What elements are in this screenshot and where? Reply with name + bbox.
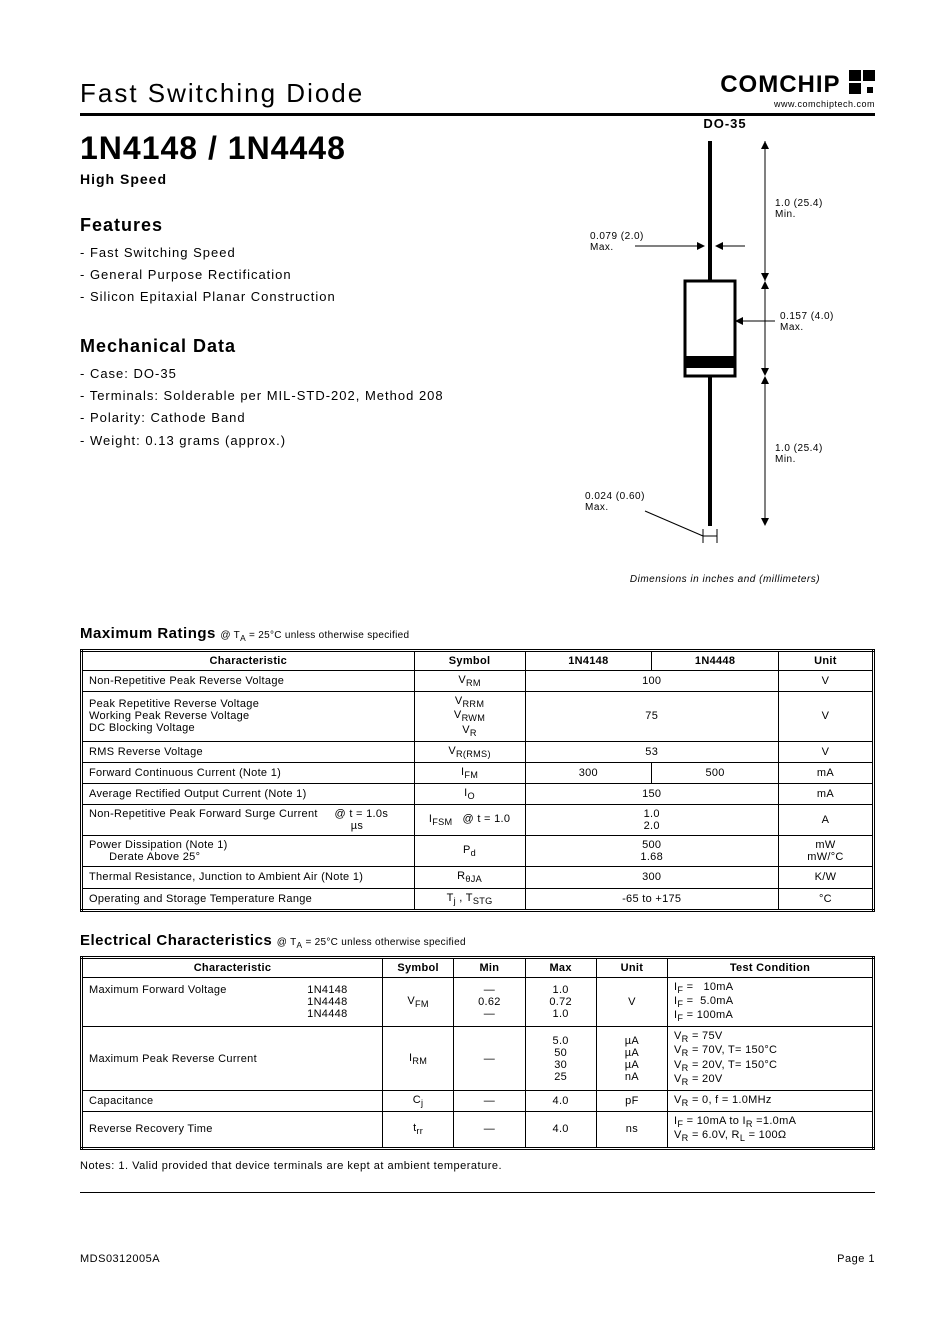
features-list: - Fast Switching Speed- General Purpose …: [80, 242, 555, 308]
package-drawing: DO-35 1.0 (25.4)Min.: [575, 116, 875, 585]
elec-condition: @ TA = 25°C unless otherwise specified: [277, 937, 466, 948]
dim-body-len: 0.024 (0.60)Max.: [585, 491, 645, 513]
datasheet-page: Fast Switching Diode COMCHIP www.comchip…: [0, 0, 945, 1295]
col-1n4148: 1N4148: [525, 651, 652, 671]
feature-item: - General Purpose Rectification: [80, 264, 555, 286]
dim-lead-top: 1.0 (25.4)Min.: [775, 198, 823, 220]
footer-separator: [80, 1192, 875, 1193]
table-row: RMS Reverse VoltageVR(RMS)53V: [82, 741, 874, 762]
mechanical-heading: Mechanical Data: [80, 336, 555, 357]
footer: MDS0312005A Page 1: [80, 1253, 875, 1265]
dim-lead-bot: 1.0 (25.4)Min.: [775, 443, 823, 465]
brand-logo-icon: [849, 70, 875, 99]
part-subtitle: High Speed: [80, 171, 555, 187]
ecol-test-condition: Test Condition: [668, 957, 874, 977]
max-ratings-table: Characteristic Symbol 1N4148 1N4448 Unit…: [80, 649, 875, 912]
notes: Notes: 1. Valid provided that device ter…: [80, 1160, 875, 1172]
part-number: 1N4148 / 1N4448: [80, 130, 555, 167]
table-row: Reverse Recovery Timetrr—4.0nsIF = 10mA …: [82, 1112, 874, 1148]
package-label: DO-35: [575, 116, 875, 131]
table-row: CapacitanceCj—4.0pFVR = 0, f = 1.0MHz: [82, 1091, 874, 1112]
feature-item: - Fast Switching Speed: [80, 242, 555, 264]
max-ratings-title: Maximum Ratings: [80, 625, 216, 642]
brand-url: www.comchiptech.com: [720, 99, 875, 109]
col-characteristic: Characteristic: [82, 651, 415, 671]
category-title: Fast Switching Diode: [80, 78, 364, 109]
brand-name: COMCHIP: [720, 71, 840, 99]
col-unit: Unit: [778, 651, 873, 671]
table-row: Average Rectified Output Current (Note 1…: [82, 784, 874, 805]
elec-char-table: Characteristic Symbol Min Max Unit Test …: [80, 956, 875, 1150]
max-ratings-condition: @ TA = 25°C unless otherwise specified: [220, 630, 409, 641]
mechanical-item: - Terminals: Solderable per MIL-STD-202,…: [80, 385, 555, 407]
table-row: Forward Continuous Current (Note 1)IFM30…: [82, 762, 874, 783]
brand-block: COMCHIP www.comchiptech.com: [720, 70, 875, 109]
ecol-symbol: Symbol: [382, 957, 453, 977]
mechanical-item: - Weight: 0.13 grams (approx.): [80, 430, 555, 452]
ecol-characteristic: Characteristic: [82, 957, 383, 977]
header: Fast Switching Diode COMCHIP www.comchip…: [80, 70, 875, 116]
left-column: 1N4148 / 1N4448 High Speed Features - Fa…: [80, 116, 555, 452]
page-number: Page 1: [837, 1253, 875, 1265]
col-1n4448: 1N4448: [652, 651, 779, 671]
table-row: Thermal Resistance, Junction to Ambient …: [82, 867, 874, 888]
table-row: Maximum Peak Reverse CurrentIRM—5.050302…: [82, 1027, 874, 1091]
features-heading: Features: [80, 215, 555, 236]
table-row: Non-Repetitive Peak Reverse VoltageVRM10…: [82, 671, 874, 692]
ecol-max: Max: [525, 957, 596, 977]
table-row: Peak Repetitive Reverse VoltageWorking P…: [82, 692, 874, 742]
title-and-package: 1N4148 / 1N4448 High Speed Features - Fa…: [80, 116, 875, 585]
mechanical-list: - Case: DO-35- Terminals: Solderable per…: [80, 363, 555, 451]
table-row: Non-Repetitive Peak Forward Surge Curren…: [82, 805, 874, 836]
ecol-min: Min: [454, 957, 525, 977]
table-row: Power Dissipation (Note 1) Derate Above …: [82, 836, 874, 867]
col-symbol: Symbol: [414, 651, 525, 671]
dim-lead-dia: 0.079 (2.0)Max.: [590, 231, 644, 253]
dim-body-dia: 0.157 (4.0)Max.: [780, 311, 834, 333]
table-row: Maximum Forward Voltage 1N4148 1N4448 1N…: [82, 977, 874, 1027]
feature-item: - Silicon Epitaxial Planar Construction: [80, 286, 555, 308]
ecol-unit: Unit: [596, 957, 667, 977]
elec-title: Electrical Characteristics: [80, 932, 272, 949]
dimension-note: Dimensions in inches and (millimeters): [575, 574, 875, 585]
mechanical-item: - Case: DO-35: [80, 363, 555, 385]
doc-code: MDS0312005A: [80, 1253, 160, 1265]
package-outline-icon: 1.0 (25.4)Min. 0.079 (2.0)Max. 0.157 (4.…: [575, 131, 875, 561]
mechanical-item: - Polarity: Cathode Band: [80, 407, 555, 429]
elec-char-section: Electrical Characteristics @ TA = 25°C u…: [80, 932, 875, 1150]
max-ratings-section: Maximum Ratings @ TA = 25°C unless other…: [80, 625, 875, 912]
table-row: Operating and Storage Temperature RangeT…: [82, 888, 874, 910]
